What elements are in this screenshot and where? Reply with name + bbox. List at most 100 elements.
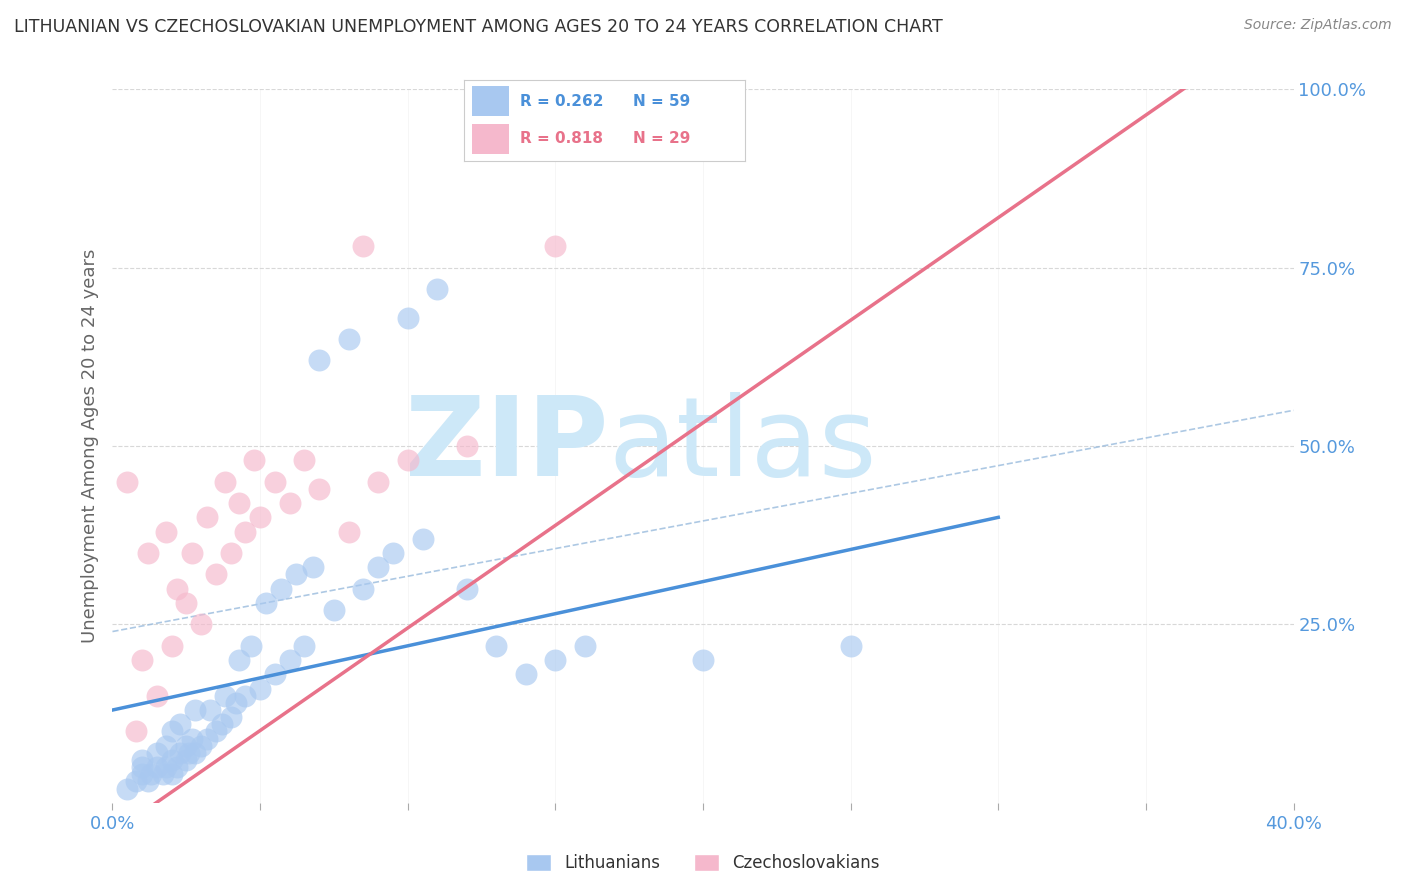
Point (169, 746, 191, 760)
Point (352, 582, 374, 596)
Point (219, 546, 242, 560)
Point (456, 582, 478, 596)
Text: N = 59: N = 59 (633, 94, 690, 109)
Point (198, 703, 221, 717)
Point (125, 774, 148, 789)
Point (456, 439, 478, 453)
Point (249, 510, 271, 524)
Text: Source: ZipAtlas.com: Source: ZipAtlas.com (1244, 18, 1392, 32)
Point (136, 546, 159, 560)
Point (181, 731, 204, 746)
Point (337, 524, 360, 539)
Point (278, 496, 301, 510)
Point (152, 767, 174, 781)
Point (174, 753, 197, 767)
Y-axis label: Unemployment Among Ages 20 to 24 years: Unemployment Among Ages 20 to 24 years (80, 249, 98, 643)
Point (160, 753, 183, 767)
Text: R = 0.262: R = 0.262 (520, 94, 603, 109)
Point (228, 496, 250, 510)
Point (839, 639, 862, 653)
Point (195, 731, 218, 746)
Point (131, 760, 153, 774)
Point (117, 781, 138, 796)
Point (249, 681, 271, 696)
Point (240, 639, 263, 653)
Point (131, 767, 153, 781)
Point (214, 689, 236, 703)
Point (179, 746, 201, 760)
Point (323, 603, 346, 617)
Legend: Lithuanians, Czechoslovakians: Lithuanians, Czechoslovakians (517, 846, 889, 880)
Point (146, 760, 169, 774)
Text: R = 0.818: R = 0.818 (520, 131, 603, 146)
Point (292, 453, 315, 467)
Point (284, 567, 307, 582)
Bar (472, 86, 509, 117)
Text: atlas: atlas (609, 392, 877, 500)
Point (426, 282, 449, 296)
Text: ZIP: ZIP (405, 392, 609, 500)
Point (146, 746, 169, 760)
Point (308, 353, 330, 368)
Point (574, 639, 596, 653)
Point (382, 546, 405, 560)
Point (131, 653, 153, 667)
Point (190, 617, 212, 632)
Point (233, 524, 256, 539)
Point (160, 724, 183, 739)
Point (396, 310, 419, 325)
Point (166, 582, 188, 596)
Point (278, 653, 301, 667)
Point (233, 689, 256, 703)
Point (254, 596, 277, 610)
Point (139, 767, 162, 781)
Point (243, 453, 266, 467)
Point (136, 774, 159, 789)
Point (396, 453, 419, 467)
Bar (472, 124, 509, 154)
Point (485, 639, 508, 653)
Point (125, 724, 148, 739)
Point (544, 653, 567, 667)
Point (195, 510, 218, 524)
Text: LITHUANIAN VS CZECHOSLOVAKIAN UNEMPLOYMENT AMONG AGES 20 TO 24 YEARS CORRELATION: LITHUANIAN VS CZECHOSLOVAKIAN UNEMPLOYME… (14, 18, 943, 36)
Point (160, 767, 183, 781)
Point (155, 739, 177, 753)
Point (174, 739, 197, 753)
Point (337, 332, 360, 346)
Point (228, 653, 250, 667)
Point (352, 239, 374, 253)
Point (155, 524, 177, 539)
Point (174, 596, 197, 610)
Point (264, 667, 287, 681)
Point (169, 717, 191, 731)
Point (302, 560, 325, 574)
Point (270, 582, 292, 596)
Point (225, 696, 247, 710)
Point (411, 532, 433, 546)
Point (367, 560, 389, 574)
Point (211, 717, 233, 731)
Point (146, 689, 169, 703)
Point (214, 475, 236, 489)
Point (205, 567, 228, 582)
Point (692, 653, 714, 667)
Point (166, 760, 188, 774)
Point (117, 475, 138, 489)
Point (205, 724, 228, 739)
Point (181, 546, 204, 560)
Text: N = 29: N = 29 (633, 131, 690, 146)
Point (184, 746, 207, 760)
Point (367, 475, 389, 489)
Point (131, 753, 153, 767)
Point (160, 639, 183, 653)
Point (190, 739, 212, 753)
Point (308, 482, 330, 496)
Point (292, 639, 315, 653)
Point (155, 760, 177, 774)
Point (544, 239, 567, 253)
Point (515, 667, 537, 681)
Point (184, 703, 207, 717)
Point (219, 710, 242, 724)
Point (264, 475, 287, 489)
